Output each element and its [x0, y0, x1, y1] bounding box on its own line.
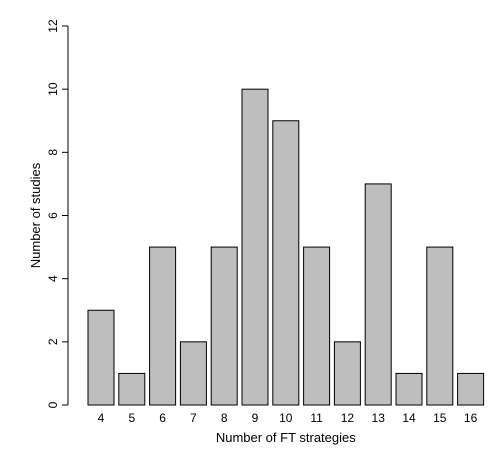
bars-group — [87, 88, 485, 406]
bar-16 — [457, 372, 485, 406]
x-tick-label: 9 — [252, 411, 259, 425]
bar-6 — [149, 246, 177, 406]
y-tick-label: 10 — [46, 82, 60, 96]
bar-15 — [426, 246, 454, 406]
bar-12 — [333, 341, 361, 406]
x-axis-ticks: 4 5 6 7 8 9 10 11 12 13 14 15 16 — [98, 411, 478, 425]
y-axis-title: Number of studies — [28, 162, 43, 268]
bar-8 — [210, 246, 238, 406]
x-tick-label: 4 — [98, 411, 105, 425]
x-tick-label: 13 — [372, 411, 386, 425]
bar-9 — [241, 88, 269, 406]
x-tick-label: 14 — [402, 411, 416, 425]
x-tick-label: 12 — [341, 411, 355, 425]
x-tick-label: 15 — [433, 411, 447, 425]
x-tick-label: 16 — [464, 411, 478, 425]
y-tick-label: 2 — [46, 338, 60, 345]
x-axis-title: Number of FT strategies — [216, 430, 356, 445]
y-tick-label: 6 — [46, 212, 60, 219]
y-axis-ticks: 0 2 4 6 8 10 12 — [46, 19, 68, 408]
x-tick-label: 8 — [221, 411, 228, 425]
bar-10 — [272, 120, 300, 406]
bar-11 — [303, 246, 331, 406]
x-tick-label: 7 — [190, 411, 197, 425]
y-tick-label: 12 — [46, 19, 60, 33]
bar-13 — [364, 183, 392, 406]
bar-5 — [118, 372, 146, 406]
bar-14 — [395, 372, 423, 406]
x-tick-label: 11 — [310, 411, 323, 425]
y-tick-label: 0 — [46, 401, 60, 408]
y-tick-label: 4 — [46, 275, 60, 282]
x-tick-label: 5 — [128, 411, 135, 425]
bar-7 — [179, 341, 207, 406]
bar-4 — [87, 309, 115, 406]
x-tick-label: 10 — [279, 411, 293, 425]
x-tick-label: 6 — [159, 411, 166, 425]
y-tick-label: 8 — [46, 149, 60, 156]
